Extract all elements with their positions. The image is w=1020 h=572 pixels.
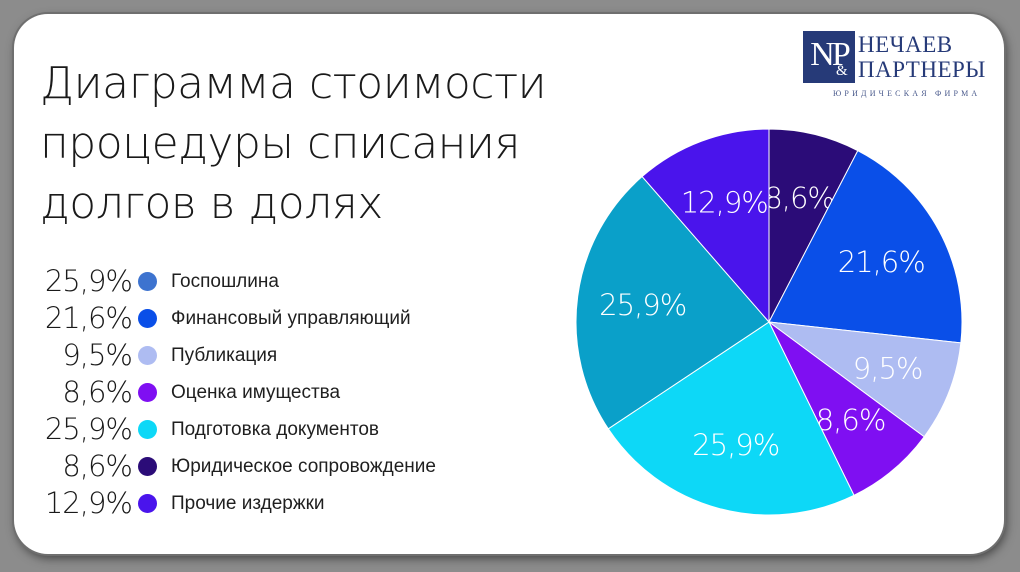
legend-swatch <box>138 272 157 291</box>
pie-slice-label: 25,9% <box>599 288 686 322</box>
legend-swatch <box>138 309 157 328</box>
legend-swatch <box>138 346 157 365</box>
pie-chart: 8,6%21,6%9,5%8,6%25,9%25,9%12,9% <box>575 128 963 516</box>
legend-value: 25,9% <box>44 264 133 298</box>
pie-slice-label: 8,6% <box>816 403 886 437</box>
legend-swatch <box>138 457 157 476</box>
title-line-3: долгов в долях <box>40 178 383 229</box>
legend-value: 9,5% <box>62 338 133 372</box>
legend-swatch <box>138 494 157 513</box>
pie-slice-label: 9,5% <box>853 351 923 385</box>
logo-ampersand: & <box>836 63 848 79</box>
pie-slice <box>767 321 962 438</box>
legend-label: Юридическое сопровождение <box>171 456 436 477</box>
legend-value: 25,9% <box>44 412 133 446</box>
legend-label: Публикация <box>171 345 278 366</box>
logo-name-line-1: НЕЧАЕВ <box>858 32 953 57</box>
legend-swatch <box>138 383 157 402</box>
company-logo: NP & НЕЧАЕВ ПАРТНЕРЫ ЮРИДИЧЕСКАЯ ФИРМА <box>803 31 1003 111</box>
legend-label: Прочие издержки <box>171 493 325 514</box>
pie-slice <box>768 149 963 344</box>
title-line-1: Диаграмма стоимости <box>40 58 547 109</box>
pie-slice-label: 21,6% <box>838 245 925 279</box>
legend-label: Оценка имущества <box>171 382 341 403</box>
logo-mark: NP & <box>803 31 855 83</box>
legend-label: Госпошлина <box>171 271 279 292</box>
logo-name-line-2: ПАРТНЕРЫ <box>858 57 986 82</box>
pie-slice-label: 25,9% <box>692 428 779 462</box>
logo-subtitle: ЮРИДИЧЕСКАЯ ФИРМА <box>833 89 981 98</box>
legend-value: 21,6% <box>44 301 133 335</box>
legend-label: Подготовка документов <box>171 419 380 440</box>
legend-value: 12,9% <box>44 486 133 520</box>
logo-mark-text: NP <box>810 36 850 73</box>
pie-slice-label: 12,9% <box>681 186 768 220</box>
pie-slice <box>575 175 770 430</box>
pie-slice-label: 8,6% <box>764 181 834 215</box>
page-title: Диаграмма стоимости процедуры списания д… <box>40 54 600 234</box>
legend-value: 8,6% <box>62 449 133 483</box>
legend-swatch <box>138 420 157 439</box>
legend-value: 8,6% <box>62 375 133 409</box>
pie-slice <box>607 321 855 516</box>
pie-slice <box>641 128 770 324</box>
title-line-2: процедуры списания <box>40 118 520 169</box>
legend-label: Финансовый управляющий <box>171 308 411 329</box>
infographic-card: Диаграмма стоимости процедуры списания д… <box>14 14 1004 554</box>
